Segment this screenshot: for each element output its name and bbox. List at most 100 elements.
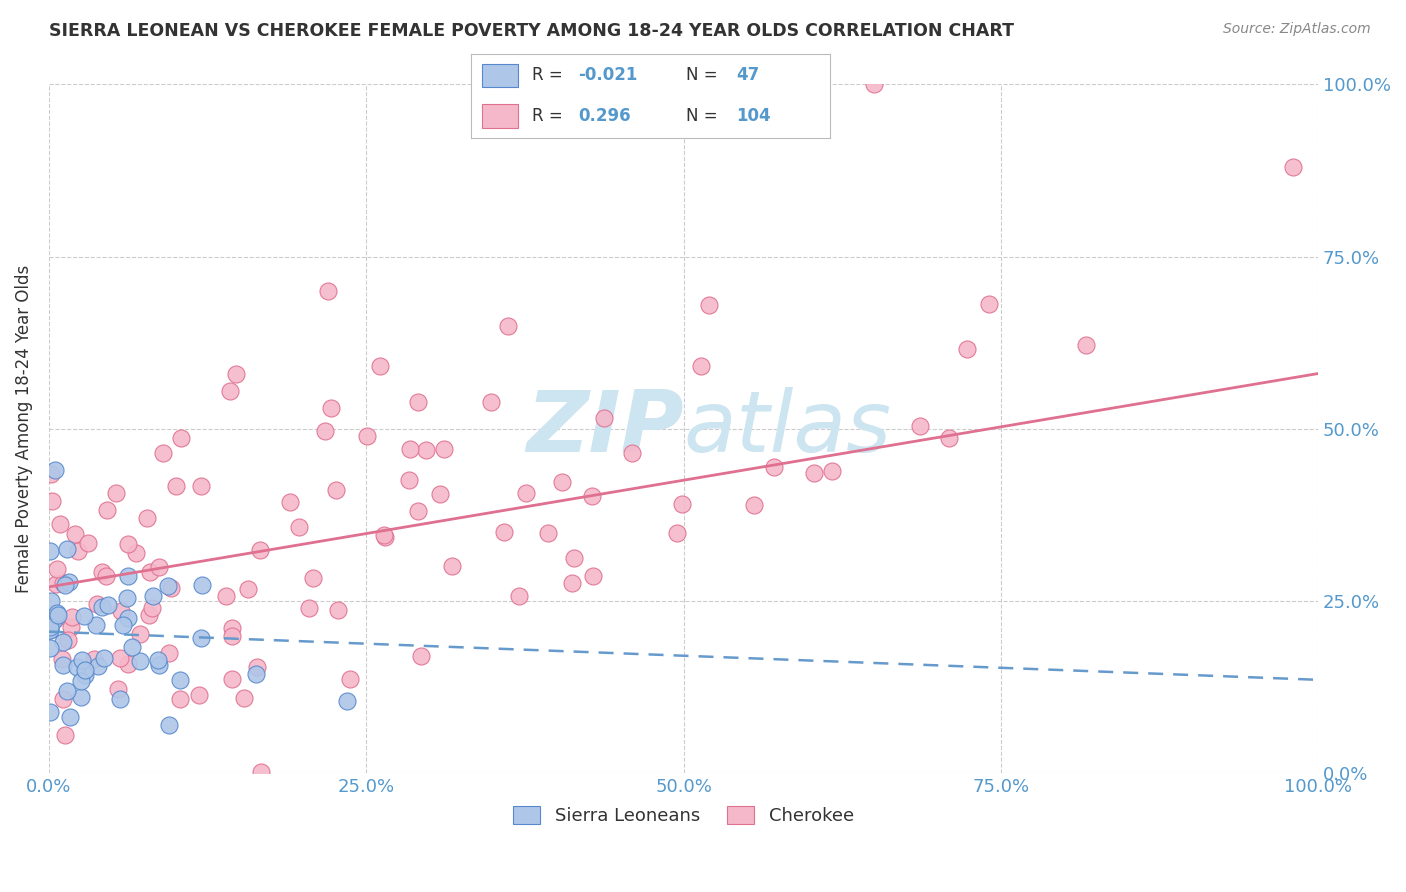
Point [249, 765, 271, 780]
Bar [482, 63, 517, 87]
Point [398, 473, 420, 487]
Point [39, 594, 62, 608]
Point [52, 692, 75, 706]
Point [86, 597, 108, 611]
Point [582, 569, 605, 583]
Point [429, 487, 451, 501]
Point [508, 589, 530, 603]
Point [221, 629, 243, 643]
Point [110, 604, 132, 618]
Point [215, 589, 238, 603]
Point [339, 672, 361, 686]
Point [136, 510, 159, 524]
Point [157, 646, 180, 660]
Point [52, 576, 75, 591]
Point [562, 551, 585, 566]
Point [157, 718, 180, 732]
Point [218, 384, 240, 399]
Point [169, 691, 191, 706]
Point [139, 566, 162, 580]
Point [148, 653, 170, 667]
Point [129, 654, 152, 668]
Point [65, 660, 87, 674]
Point [91, 565, 114, 579]
Point [121, 640, 143, 654]
Point [225, 367, 247, 381]
Point [115, 591, 138, 606]
Point [166, 479, 188, 493]
Text: SIERRA LEONEAN VS CHEROKEE FEMALE POVERTY AMONG 18-24 YEAR OLDS CORRELATION CHAR: SIERRA LEONEAN VS CHEROKEE FEMALE POVERT… [49, 22, 1014, 40]
Point [1281, 160, 1303, 174]
Point [191, 578, 214, 592]
Point [278, 495, 301, 509]
Point [620, 446, 643, 460]
Point [111, 617, 134, 632]
Point [91, 599, 114, 614]
Point [221, 621, 243, 635]
Point [762, 460, 785, 475]
Point [415, 443, 437, 458]
Point [117, 569, 139, 583]
Point [44, 612, 66, 626]
Text: N =: N = [686, 107, 717, 125]
Point [233, 690, 256, 705]
Point [46, 608, 69, 623]
Point [70, 690, 93, 705]
Point [690, 359, 713, 374]
Point [104, 486, 127, 500]
Point [96, 568, 118, 582]
Point [66, 543, 89, 558]
Point [373, 528, 395, 542]
Point [76, 536, 98, 550]
Point [908, 419, 931, 434]
Point [249, 543, 271, 558]
Text: -0.021: -0.021 [579, 66, 638, 84]
Point [87, 659, 110, 673]
Point [494, 525, 516, 540]
Point [190, 632, 212, 646]
Point [433, 442, 456, 457]
Point [41, 494, 63, 508]
Point [73, 608, 96, 623]
Point [406, 395, 429, 409]
Legend: Sierra Leoneans, Cherokee: Sierra Leoneans, Cherokee [506, 798, 860, 832]
Point [138, 607, 160, 622]
Point [44, 463, 66, 477]
Y-axis label: Female Poverty Among 18-24 Year Olds: Female Poverty Among 18-24 Year Olds [15, 264, 32, 592]
Point [336, 694, 359, 708]
Point [314, 425, 336, 439]
Point [73, 663, 96, 677]
Point [298, 600, 321, 615]
Point [551, 475, 574, 490]
Point [581, 489, 603, 503]
Text: 0.296: 0.296 [579, 107, 631, 125]
Point [63, 527, 86, 541]
Text: R =: R = [531, 107, 562, 125]
Point [325, 483, 347, 497]
Point [39, 641, 62, 656]
Point [245, 666, 267, 681]
Point [697, 298, 720, 312]
Point [70, 674, 93, 689]
Point [51, 651, 73, 665]
Point [117, 611, 139, 625]
Point [108, 692, 131, 706]
Point [52, 634, 75, 648]
Point [374, 530, 396, 544]
Point [159, 582, 181, 596]
Point [190, 479, 212, 493]
Point [45, 576, 67, 591]
Point [39, 705, 62, 719]
Point [70, 653, 93, 667]
Point [96, 502, 118, 516]
Point [45, 606, 67, 620]
Point [39, 624, 62, 638]
Point [117, 537, 139, 551]
Point [399, 442, 422, 457]
Point [221, 672, 243, 686]
Text: 47: 47 [737, 66, 759, 84]
Point [39, 624, 62, 638]
Point [368, 359, 391, 373]
Point [515, 486, 537, 500]
Point [356, 429, 378, 443]
